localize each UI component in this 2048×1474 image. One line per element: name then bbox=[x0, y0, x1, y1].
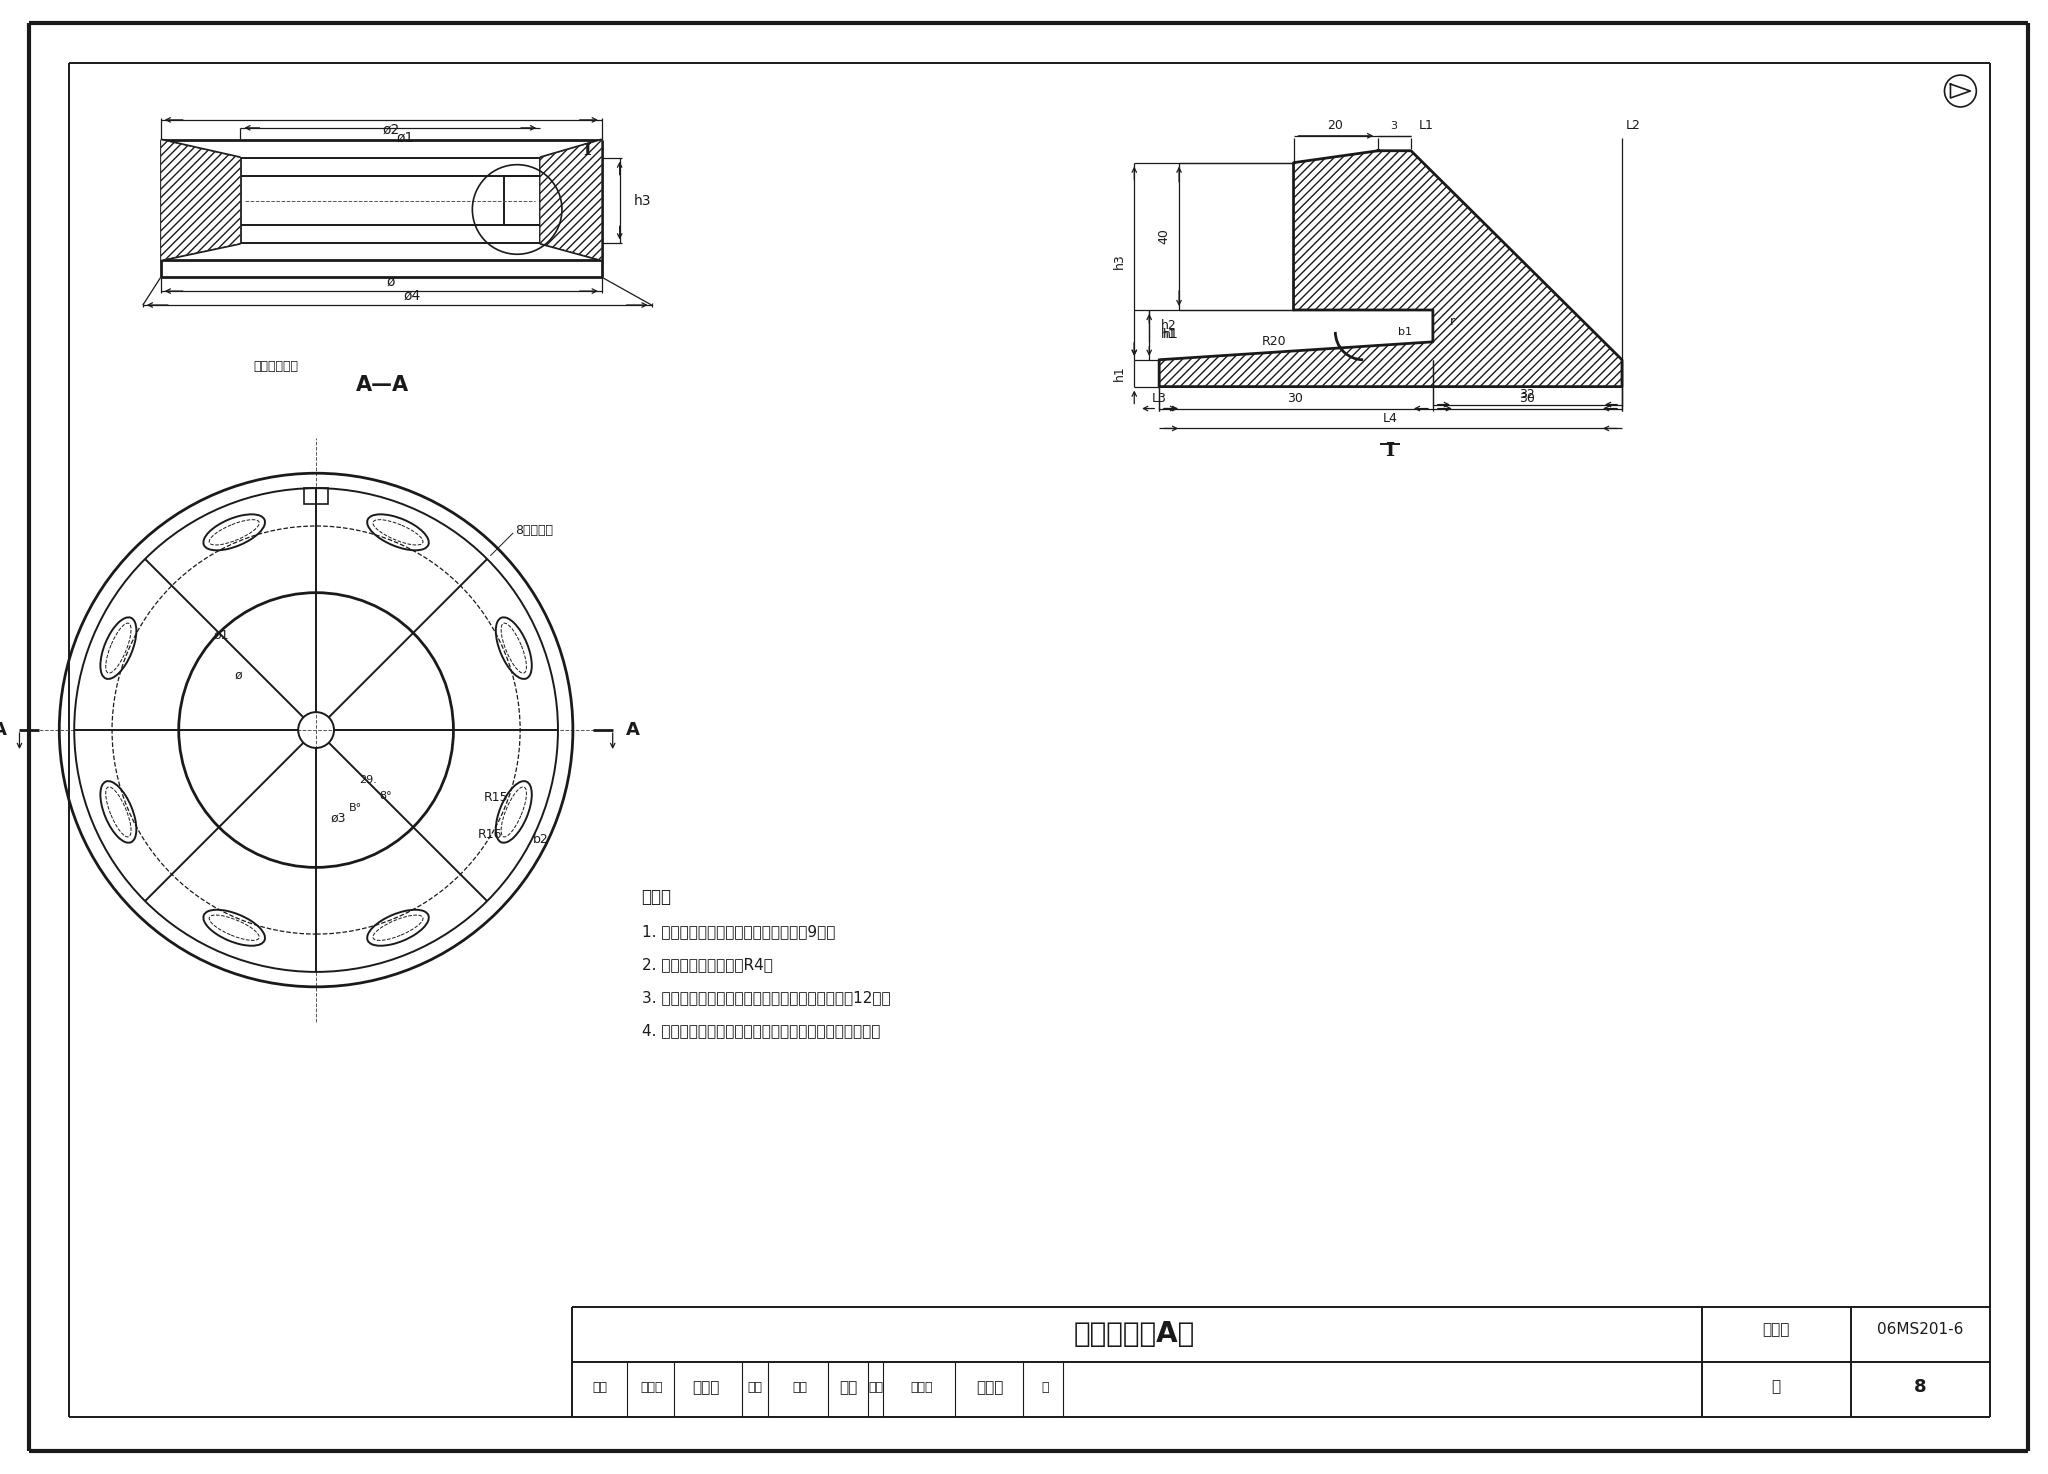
Text: 2. 图中未注圆角半径为R4。: 2. 图中未注圆角半径为R4。 bbox=[641, 958, 772, 973]
Bar bbox=[305, 488, 328, 504]
Text: r: r bbox=[1450, 315, 1456, 329]
Text: R20: R20 bbox=[1262, 336, 1286, 348]
Text: h2: h2 bbox=[1161, 320, 1178, 333]
Text: ø1: ø1 bbox=[397, 131, 414, 144]
Text: 8°: 8° bbox=[379, 790, 391, 800]
Text: 设计: 设计 bbox=[868, 1381, 883, 1394]
Text: 水筠: 水筠 bbox=[840, 1381, 858, 1396]
Text: 06MS201-6: 06MS201-6 bbox=[1878, 1322, 1964, 1337]
Text: 校对: 校对 bbox=[748, 1381, 762, 1394]
Text: I: I bbox=[584, 142, 590, 159]
Text: 温丽晖: 温丽晖 bbox=[977, 1381, 1004, 1396]
Text: ø: ø bbox=[387, 274, 395, 287]
Text: 郭筠: 郭筠 bbox=[793, 1381, 807, 1394]
Text: h1: h1 bbox=[1112, 366, 1126, 380]
Text: 30: 30 bbox=[1520, 392, 1536, 405]
Text: 40: 40 bbox=[1157, 228, 1171, 245]
Text: 说明：: 说明： bbox=[641, 889, 672, 907]
Text: B°: B° bbox=[350, 803, 362, 812]
Text: 页: 页 bbox=[1040, 1381, 1049, 1394]
Text: 1. 本支座配用铸铁井盖型号见本图集第9页。: 1. 本支座配用铸铁井盖型号见本图集第9页。 bbox=[641, 924, 836, 939]
Text: 审核: 审核 bbox=[592, 1381, 608, 1394]
Text: 29.: 29. bbox=[358, 775, 377, 784]
Text: L3: L3 bbox=[1151, 392, 1167, 405]
Text: R16: R16 bbox=[477, 828, 502, 842]
Text: 3: 3 bbox=[1391, 121, 1397, 131]
Text: ø: ø bbox=[236, 669, 242, 682]
Text: 页: 页 bbox=[1772, 1380, 1782, 1394]
Text: 8条肋均布: 8条肋均布 bbox=[516, 525, 553, 538]
Text: h1: h1 bbox=[1161, 329, 1178, 342]
Text: 吕桂山: 吕桂山 bbox=[692, 1381, 721, 1396]
Text: h3: h3 bbox=[1112, 254, 1126, 270]
Text: A—A: A—A bbox=[356, 374, 410, 395]
Text: L1: L1 bbox=[1419, 119, 1434, 133]
Polygon shape bbox=[1159, 150, 1622, 386]
Text: 8: 8 bbox=[1915, 1378, 1927, 1396]
Text: 温丽晖: 温丽晖 bbox=[909, 1381, 932, 1394]
Polygon shape bbox=[541, 140, 602, 261]
Text: A: A bbox=[0, 721, 6, 738]
Text: ø4: ø4 bbox=[403, 287, 420, 302]
Text: 图集号: 图集号 bbox=[1763, 1322, 1790, 1337]
Text: A: A bbox=[627, 721, 639, 738]
Text: L4: L4 bbox=[1382, 413, 1397, 425]
Text: 3. 本支座与其井盖必须有连接，其做法见本图集第12页。: 3. 本支座与其井盖必须有连接，其做法见本图集第12页。 bbox=[641, 991, 891, 1005]
Text: b2: b2 bbox=[532, 833, 549, 846]
Polygon shape bbox=[162, 140, 240, 261]
Text: b1: b1 bbox=[1399, 327, 1411, 338]
Text: 4. 井盖与支座应根据直径、承载力及材料一致配套使用。: 4. 井盖与支座应根据直径、承载力及材料一致配套使用。 bbox=[641, 1023, 881, 1038]
Text: 支座标志位置: 支座标志位置 bbox=[254, 360, 299, 373]
Text: 20: 20 bbox=[1327, 119, 1343, 133]
Text: L2: L2 bbox=[1626, 119, 1640, 133]
Text: ø3: ø3 bbox=[330, 811, 346, 824]
Text: I: I bbox=[1386, 442, 1395, 460]
Text: R15: R15 bbox=[483, 792, 508, 805]
Text: h1: h1 bbox=[1163, 329, 1180, 342]
Text: 32: 32 bbox=[1520, 388, 1536, 401]
Text: h3: h3 bbox=[633, 193, 651, 208]
Text: 王汇山: 王汇山 bbox=[641, 1381, 664, 1394]
Text: ø2: ø2 bbox=[383, 122, 399, 137]
Text: ø1: ø1 bbox=[213, 629, 229, 643]
Text: 30: 30 bbox=[1288, 392, 1303, 405]
Text: 铸铁支座（A）: 铸铁支座（A） bbox=[1073, 1321, 1194, 1349]
